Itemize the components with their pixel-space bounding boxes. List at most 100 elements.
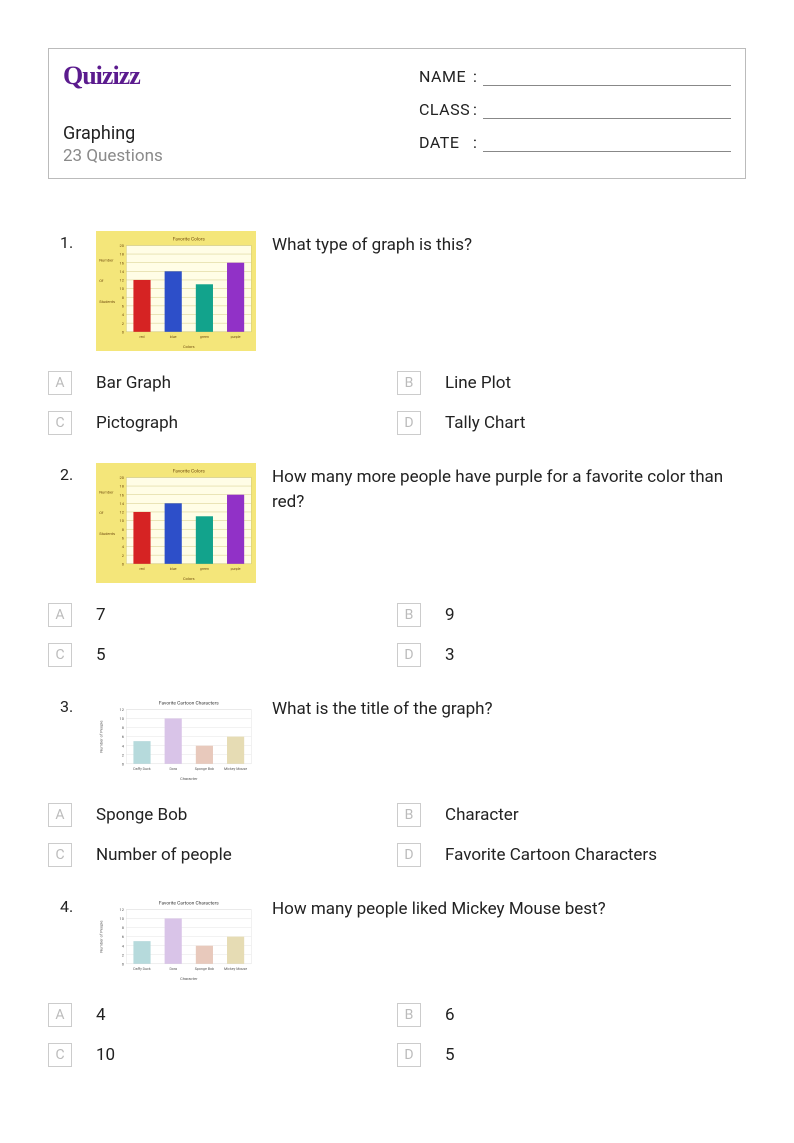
svg-text:20: 20 <box>120 243 125 248</box>
class-blank[interactable] <box>483 101 731 119</box>
choice-letter: D <box>397 843 421 867</box>
svg-text:16: 16 <box>120 260 125 265</box>
svg-text:20: 20 <box>120 475 125 480</box>
answer-choice[interactable]: C Pictograph <box>48 411 397 435</box>
svg-text:Mickey Mouse: Mickey Mouse <box>224 967 247 971</box>
choice-text: Character <box>445 805 519 825</box>
choice-letter: C <box>48 843 72 867</box>
choice-text: 10 <box>96 1045 115 1065</box>
choice-text: 5 <box>445 1045 455 1065</box>
question: 3. 024681012Daffy DuckDoraSponge BobMick… <box>48 695 746 867</box>
svg-text:12: 12 <box>120 278 125 283</box>
choice-letter: C <box>48 643 72 667</box>
answer-choice[interactable]: A Bar Graph <box>48 371 397 395</box>
question-number: 4. <box>48 895 96 916</box>
answer-choice[interactable]: A 7 <box>48 603 397 627</box>
svg-text:purple: purple <box>231 335 241 339</box>
answer-choice[interactable]: C 5 <box>48 643 397 667</box>
choice-text: Pictograph <box>96 413 178 433</box>
choice-text: 3 <box>445 645 455 665</box>
student-fields: NAME : CLASS : DATE : <box>419 61 731 166</box>
answer-choice[interactable]: D Favorite Cartoon Characters <box>397 843 746 867</box>
choice-text: 9 <box>445 605 455 625</box>
chart-thumbnail: 024681012Daffy DuckDoraSponge BobMickey … <box>96 695 256 783</box>
answer-choice[interactable]: D 3 <box>397 643 746 667</box>
choice-text: Sponge Bob <box>96 805 187 825</box>
svg-text:12: 12 <box>120 510 125 515</box>
svg-text:red: red <box>139 335 144 339</box>
svg-text:green: green <box>200 335 209 339</box>
svg-text:Favorite Cartoon Characters: Favorite Cartoon Characters <box>159 701 219 707</box>
svg-text:Number of People: Number of People <box>98 721 103 753</box>
question-thumbnail: 02468101214161820redbluegreenpurpleFavor… <box>96 231 256 351</box>
answer-choice[interactable]: B 9 <box>397 603 746 627</box>
question-number: 1. <box>48 231 96 252</box>
choice-letter: C <box>48 1043 72 1067</box>
answer-choice[interactable]: D 5 <box>397 1043 746 1067</box>
svg-text:12: 12 <box>120 707 125 712</box>
choice-letter: B <box>397 1003 421 1027</box>
svg-text:10: 10 <box>120 518 125 523</box>
answer-choice[interactable]: C 10 <box>48 1043 397 1067</box>
answer-choices: A 7 B 9 C 5 D 3 <box>48 603 746 667</box>
choice-text: Bar Graph <box>96 373 171 393</box>
choice-text: 7 <box>96 605 106 625</box>
svg-text:Of: Of <box>99 278 104 283</box>
svg-text:blue: blue <box>170 567 177 571</box>
answer-choice[interactable]: A 4 <box>48 1003 397 1027</box>
choice-text: Favorite Cartoon Characters <box>445 845 657 865</box>
svg-text:Sponge Bob: Sponge Bob <box>195 967 214 971</box>
answer-choice[interactable]: B 6 <box>397 1003 746 1027</box>
choice-letter: A <box>48 1003 72 1027</box>
question-number: 3. <box>48 695 96 716</box>
question-text: What is the title of the graph? <box>272 695 746 722</box>
answer-choices: A Sponge Bob B Character C Number of peo… <box>48 803 746 867</box>
svg-text:18: 18 <box>120 484 125 489</box>
answer-choices: A Bar Graph B Line Plot C Pictograph D T… <box>48 371 746 435</box>
question: 2. 02468101214161820redbluegreenpurpleFa… <box>48 463 746 667</box>
class-field: CLASS : <box>419 100 731 119</box>
svg-text:red: red <box>139 567 144 571</box>
choice-letter: A <box>48 371 72 395</box>
answer-choice[interactable]: C Number of people <box>48 843 397 867</box>
svg-text:purple: purple <box>231 567 241 571</box>
svg-text:Number: Number <box>99 489 114 494</box>
answer-choice[interactable]: B Character <box>397 803 746 827</box>
svg-text:Students: Students <box>99 531 115 536</box>
answer-choice[interactable]: A Sponge Bob <box>48 803 397 827</box>
choice-letter: B <box>397 603 421 627</box>
question-thumbnail: 024681012Daffy DuckDoraSponge BobMickey … <box>96 895 256 983</box>
question-thumbnail: 02468101214161820redbluegreenpurpleFavor… <box>96 463 256 583</box>
choice-text: Tally Chart <box>445 413 525 433</box>
quizizz-logo: Quizizz <box>63 61 419 91</box>
svg-text:Colors: Colors <box>183 576 195 581</box>
svg-text:blue: blue <box>170 335 177 339</box>
svg-text:Favorite Colors: Favorite Colors <box>173 237 206 243</box>
choice-letter: A <box>48 603 72 627</box>
quiz-title: Graphing <box>63 123 419 144</box>
question: 4. 024681012Daffy DuckDoraSponge BobMick… <box>48 895 746 1067</box>
svg-text:Dora: Dora <box>169 767 177 771</box>
date-blank[interactable] <box>483 134 731 152</box>
name-blank[interactable] <box>483 68 731 86</box>
question-list: 1. 02468101214161820redbluegreenpurpleFa… <box>48 231 746 1067</box>
svg-text:16: 16 <box>120 492 125 497</box>
svg-text:Character: Character <box>180 976 198 981</box>
question-text: How many more people have purple for a f… <box>272 463 746 514</box>
svg-text:Character: Character <box>180 776 198 781</box>
choice-letter: D <box>397 411 421 435</box>
svg-text:Number of People: Number of People <box>98 921 103 953</box>
date-field: DATE : <box>419 133 731 152</box>
svg-text:12: 12 <box>120 907 125 912</box>
svg-text:18: 18 <box>120 252 125 257</box>
svg-text:Sponge Bob: Sponge Bob <box>195 767 214 771</box>
choice-text: Number of people <box>96 845 232 865</box>
choice-letter: A <box>48 803 72 827</box>
question-thumbnail: 024681012Daffy DuckDoraSponge BobMickey … <box>96 695 256 783</box>
answer-choice[interactable]: B Line Plot <box>397 371 746 395</box>
answer-choice[interactable]: D Tally Chart <box>397 411 746 435</box>
choice-text: 4 <box>96 1005 106 1025</box>
choice-text: Line Plot <box>445 373 511 393</box>
svg-text:Mickey Mouse: Mickey Mouse <box>224 767 247 771</box>
question-number: 2. <box>48 463 96 484</box>
